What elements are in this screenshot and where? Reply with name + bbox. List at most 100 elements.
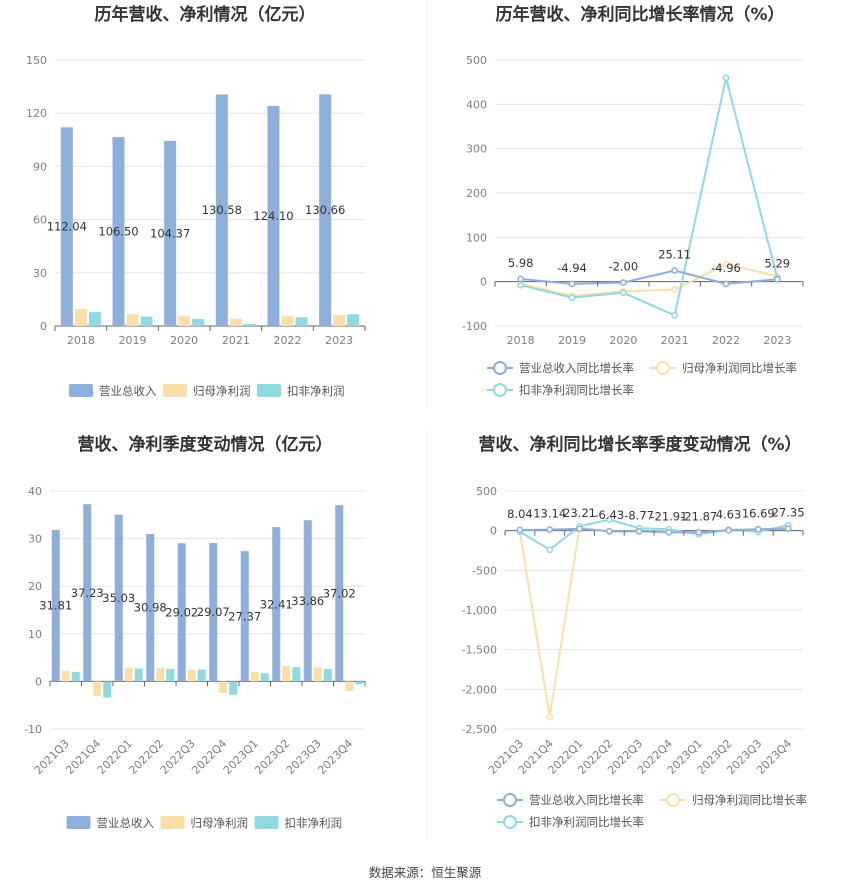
- legend-label[interactable]: 归母净利润: [191, 816, 249, 830]
- bar-1-2[interactable]: [178, 316, 191, 326]
- point-2-0[interactable]: [517, 281, 525, 289]
- legend-marker[interactable]: [493, 361, 507, 375]
- series-line-2[interactable]: [520, 77, 779, 317]
- legend-swatch[interactable]: [66, 816, 91, 829]
- point-0-5[interactable]: [665, 529, 673, 536]
- bar-1-1[interactable]: [126, 314, 139, 326]
- legend-label[interactable]: 营业总收入: [97, 816, 155, 830]
- bar-0-9[interactable]: [335, 505, 344, 682]
- legend-swatch[interactable]: [163, 384, 187, 397]
- legend-label[interactable]: 扣非净利润: [287, 384, 345, 398]
- bar-0-2[interactable]: [164, 140, 177, 326]
- point-0-4[interactable]: [722, 280, 730, 288]
- point-0-0[interactable]: [516, 526, 524, 534]
- bar-0-7[interactable]: [272, 527, 281, 682]
- bar-2-4[interactable]: [295, 317, 308, 326]
- legend-swatch[interactable]: [69, 384, 93, 397]
- bar-0-3[interactable]: [215, 94, 228, 326]
- bar-0-1[interactable]: [112, 137, 125, 326]
- bar-0-4[interactable]: [267, 105, 280, 326]
- bar-0-6[interactable]: [240, 551, 249, 682]
- point-0-1[interactable]: [546, 526, 554, 533]
- bar-2-7[interactable]: [292, 667, 301, 682]
- legend-swatch[interactable]: [254, 816, 279, 829]
- bar-0-8[interactable]: [303, 520, 312, 682]
- point-0-1[interactable]: [568, 280, 576, 288]
- bar-1-5[interactable]: [219, 681, 228, 693]
- point-0-5[interactable]: [773, 275, 781, 283]
- point-0-2[interactable]: [619, 279, 627, 286]
- point-0-2[interactable]: [576, 525, 583, 533]
- bar-2-8[interactable]: [323, 669, 332, 682]
- point-0-8[interactable]: [754, 525, 762, 533]
- legend-swatch[interactable]: [257, 384, 281, 397]
- point-2-2[interactable]: [619, 289, 627, 297]
- legend-label[interactable]: 营业总收入同比增长率: [519, 361, 634, 375]
- bar-1-7[interactable]: [282, 666, 291, 682]
- bar-2-2[interactable]: [192, 318, 205, 326]
- point-2-1[interactable]: [568, 294, 576, 301]
- legend-swatch[interactable]: [160, 816, 185, 829]
- legend-marker[interactable]: [503, 793, 517, 807]
- bar-0-4[interactable]: [177, 543, 186, 682]
- point-0-3[interactable]: [671, 267, 679, 274]
- point-0-3[interactable]: [605, 527, 613, 535]
- bar-2-1[interactable]: [140, 316, 153, 326]
- point-1-3[interactable]: [671, 286, 679, 293]
- legend-label[interactable]: 营业总收入: [99, 384, 157, 398]
- bar-2-1[interactable]: [103, 681, 112, 698]
- bar-0-3[interactable]: [146, 533, 155, 682]
- bar-2-3[interactable]: [166, 669, 175, 682]
- bar-0-0[interactable]: [51, 529, 60, 682]
- point-2-3[interactable]: [605, 516, 613, 523]
- bar-2-2[interactable]: [134, 668, 143, 682]
- legend-label[interactable]: 营业总收入同比增长率: [529, 793, 644, 807]
- bar-1-4[interactable]: [281, 316, 294, 326]
- legend-label[interactable]: 归母净利润同比增长率: [682, 361, 797, 375]
- bar-1-3[interactable]: [156, 668, 165, 682]
- bar-2-3[interactable]: [243, 323, 256, 326]
- series-line-0[interactable]: [520, 269, 778, 285]
- point-0-4[interactable]: [635, 528, 643, 535]
- bar-2-0[interactable]: [71, 671, 80, 682]
- legend-marker[interactable]: [666, 793, 680, 807]
- point-1-4[interactable]: [722, 260, 730, 268]
- bar-0-1[interactable]: [83, 504, 92, 682]
- legend-label[interactable]: 扣非净利润同比增长率: [529, 815, 644, 829]
- legend-label[interactable]: 扣非净利润: [285, 816, 343, 830]
- series-line-1[interactable]: [520, 262, 778, 297]
- point-2-3[interactable]: [671, 312, 679, 319]
- point-0-7[interactable]: [725, 526, 732, 534]
- bar-1-0[interactable]: [74, 308, 87, 326]
- bar-0-5[interactable]: [319, 94, 332, 326]
- bar-0-2[interactable]: [114, 514, 123, 682]
- bar-2-6[interactable]: [260, 673, 269, 682]
- bar-1-3[interactable]: [229, 318, 242, 326]
- bar-2-4[interactable]: [197, 669, 206, 682]
- bar-2-5[interactable]: [347, 314, 360, 326]
- legend-marker[interactable]: [493, 383, 507, 397]
- bar-1-6[interactable]: [250, 671, 259, 682]
- point-2-4[interactable]: [722, 74, 730, 82]
- bar-0-5[interactable]: [209, 543, 218, 682]
- point-0-6[interactable]: [695, 529, 703, 536]
- bar-1-4[interactable]: [187, 669, 196, 682]
- bar-0-0[interactable]: [60, 127, 73, 326]
- series-line-1[interactable]: [518, 526, 789, 718]
- legend-label[interactable]: 归母净利润同比增长率: [692, 793, 807, 807]
- bar-2-0[interactable]: [88, 312, 101, 326]
- bar-1-0[interactable]: [61, 670, 70, 682]
- point-0-0[interactable]: [517, 275, 525, 283]
- legend-marker[interactable]: [656, 361, 670, 375]
- bar-1-1[interactable]: [93, 681, 102, 696]
- point-1-1[interactable]: [546, 713, 554, 721]
- point-2-1[interactable]: [546, 546, 554, 554]
- bar-1-9[interactable]: [345, 681, 354, 691]
- legend-label[interactable]: 归母净利润: [193, 384, 251, 398]
- point-0-9[interactable]: [784, 525, 792, 532]
- bar-1-5[interactable]: [333, 315, 346, 326]
- legend-label[interactable]: 扣非净利润同比增长率: [519, 383, 634, 397]
- bar-2-9[interactable]: [355, 681, 364, 685]
- bar-1-8[interactable]: [313, 667, 322, 682]
- legend-marker[interactable]: [503, 815, 517, 829]
